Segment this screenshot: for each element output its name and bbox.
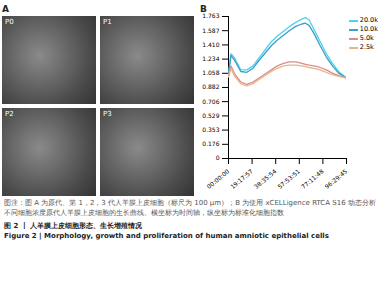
svg-text:19:17:57: 19:17:57: [229, 167, 254, 190]
html-text:A: A: [2, 4, 9, 14]
svg-text:1.587: 1.587: [202, 27, 219, 34]
html-text:20.0k: 20.0k: [359, 16, 378, 24]
html-text:P2: P2: [5, 110, 14, 118]
html-text:10.0k: 10.0k: [359, 25, 378, 33]
svg-text:1.058: 1.058: [202, 69, 219, 76]
svg-text:77:11:48: 77:11:48: [300, 167, 325, 190]
html-text:P0: P0: [5, 18, 14, 26]
svg-text:38:35:54: 38:35:54: [252, 167, 277, 190]
html-text:B: B: [200, 4, 207, 14]
html-text:5.0k: 5.0k: [359, 34, 374, 42]
svg-text:00:00:00: 00:00:00: [205, 167, 230, 190]
html-text:图注：图 A 为原代、第 1，2，3 代人羊膜上皮细胞（标尺: 图注：图 A 为原代、第 1，2，3 代人羊膜上皮细胞（标尺为 100 μm）；…: [4, 199, 376, 217]
svg-text:0.882: 0.882: [202, 83, 219, 90]
svg-text:0: 0: [216, 154, 220, 161]
html-text:P1: P1: [103, 18, 112, 26]
svg-text:96:29:45: 96:29:45: [323, 167, 348, 190]
svg-text:0.706: 0.706: [202, 98, 219, 105]
svg-text:1.234: 1.234: [202, 55, 219, 62]
svg-text:0.176: 0.176: [202, 140, 219, 147]
svg-text:0.353: 0.353: [202, 126, 219, 133]
svg-text:57:53:51: 57:53:51: [276, 167, 301, 190]
html-text:2.5k: 2.5k: [359, 43, 374, 51]
html-text:图 2 丨 人羊膜上皮细胞形态、生长增殖情况: 图 2 丨 人羊膜上皮细胞形态、生长增殖情况: [4, 222, 143, 230]
svg-text:1.763: 1.763: [202, 12, 219, 19]
html-text:P3: P3: [103, 110, 112, 118]
html-text:Figure 2 | Morphology, growth: Figure 2 | Morphology, growth and prolif…: [4, 232, 329, 240]
svg-text:1.410: 1.410: [202, 41, 219, 48]
svg-text:0.529: 0.529: [202, 112, 219, 119]
